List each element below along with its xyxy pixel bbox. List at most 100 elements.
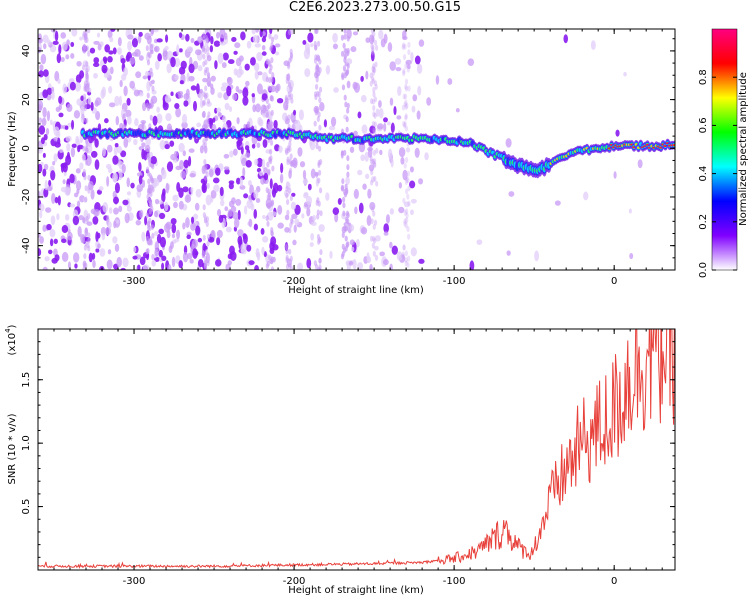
noise-blob <box>121 163 126 174</box>
x-tick-label: -100 <box>443 276 466 287</box>
noise-blob <box>467 58 475 66</box>
noise-streak-blob <box>406 226 410 233</box>
noise-blob <box>215 167 221 176</box>
noise-streak-blob <box>407 85 411 92</box>
noise-streak-blob <box>151 163 155 170</box>
colorbar-tick-label: 0.0 <box>698 262 709 278</box>
noise-blob <box>50 215 56 226</box>
noise-blob <box>221 82 228 87</box>
noise-blob <box>353 82 361 93</box>
noise-blob <box>240 31 246 41</box>
noise-blob <box>290 201 297 210</box>
noise-blob <box>354 206 358 215</box>
noise-blob <box>294 218 300 226</box>
noise-blob <box>375 108 380 117</box>
noise-blob <box>178 66 186 75</box>
noise-blob <box>126 97 131 106</box>
noise-streak-blob <box>404 114 408 121</box>
noise-blob <box>325 192 330 201</box>
noise-blob <box>312 214 317 222</box>
noise-blob <box>246 40 252 49</box>
noise-blob <box>210 189 217 199</box>
noise-streak-blob <box>284 243 289 250</box>
noise-blob <box>304 68 311 78</box>
noise-blob <box>197 237 203 243</box>
noise-blob <box>252 104 257 113</box>
noise-streak-blob <box>314 29 318 35</box>
noise-blob <box>72 215 80 226</box>
noise-streak-blob <box>406 170 411 177</box>
noise-streak-blob <box>346 241 350 248</box>
noise-streak-blob <box>270 230 274 237</box>
noise-blob <box>90 150 98 158</box>
noise-streak-blob <box>404 85 409 92</box>
noise-blob <box>179 80 184 85</box>
noise-blob <box>39 64 44 71</box>
noise-blob <box>48 249 53 255</box>
noise-blob <box>554 200 561 206</box>
noise-streak-blob <box>148 172 152 179</box>
noise-blob <box>239 177 244 187</box>
noise-streak-blob <box>341 72 345 79</box>
noise-streak-blob <box>402 93 406 100</box>
noise-streak-blob <box>82 43 86 50</box>
noise-blob <box>455 108 460 113</box>
noise-blob <box>378 107 384 119</box>
noise-blob <box>53 136 58 142</box>
noise-streak-blob <box>286 159 290 166</box>
noise-streak-blob <box>407 49 411 56</box>
noise-blob <box>114 182 120 194</box>
noise-streak-blob <box>404 222 408 229</box>
noise-streak-blob <box>342 65 347 72</box>
noise-blob <box>165 221 173 230</box>
spectrogram-x-axis: -300 -200 -100 0 <box>53 29 663 287</box>
noise-blob <box>47 39 51 46</box>
noise-streak-blob <box>84 196 88 203</box>
noise-streak-blob <box>401 251 405 258</box>
noise-blob <box>93 209 100 217</box>
noise-blob <box>105 226 111 236</box>
noise-blob <box>216 107 222 113</box>
noise-blob <box>350 246 355 252</box>
noise-blob <box>126 191 132 196</box>
noise-streak-blob <box>373 175 377 182</box>
noise-streak-blob <box>343 33 347 40</box>
noise-blob <box>369 263 373 270</box>
noise-blob <box>369 201 376 211</box>
noise-streak-blob <box>318 58 322 65</box>
noise-blob <box>73 110 81 119</box>
noise-blob <box>230 251 237 261</box>
noise-blob <box>65 135 72 142</box>
noise-blob <box>250 57 256 66</box>
noise-streak-blob <box>373 112 377 119</box>
noise-blob <box>167 264 172 270</box>
noise-blob <box>38 248 42 257</box>
noise-blob <box>239 69 244 75</box>
noise-blob <box>42 106 47 118</box>
noise-blob <box>99 248 106 257</box>
noise-blob <box>162 50 169 57</box>
noise-streak-blob <box>318 124 322 131</box>
noise-streak-blob <box>265 104 269 111</box>
noise-streak-blob <box>344 245 348 252</box>
noise-streak-blob <box>269 64 273 71</box>
noise-blob <box>121 73 127 81</box>
noise-blob <box>232 148 238 156</box>
noise-blob <box>62 83 68 94</box>
noise-blob <box>175 165 182 171</box>
noise-blob <box>389 97 394 106</box>
noise-blob <box>301 213 305 219</box>
noise-streak-blob <box>371 159 375 166</box>
noise-blob <box>188 63 195 74</box>
noise-streak-blob <box>405 102 409 109</box>
snr-y-axis: 0.5 1.0 1.5 <box>21 341 675 558</box>
noise-blob <box>94 138 99 148</box>
noise-blob <box>215 259 222 267</box>
noise-blob <box>277 205 283 215</box>
noise-streak-blob <box>341 243 345 250</box>
spectrogram-noise-cloud <box>38 29 643 270</box>
noise-streak-blob <box>370 179 374 186</box>
noise-blob <box>254 265 259 270</box>
noise-blob <box>42 152 46 158</box>
noise-streak-blob <box>372 161 377 168</box>
